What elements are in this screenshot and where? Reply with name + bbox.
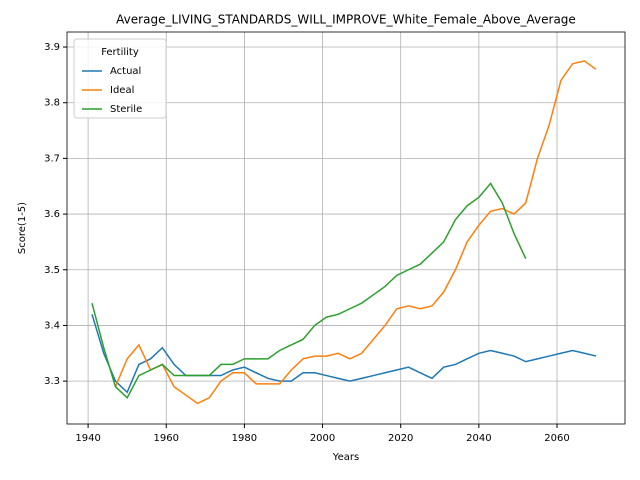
x-tick-label: 2020: [388, 433, 413, 444]
x-axis-label: Years: [332, 452, 359, 463]
x-tick-label: 2060: [544, 433, 569, 444]
y-tick-label: 3.3: [44, 376, 60, 387]
x-tick-label: 1980: [232, 433, 257, 444]
legend-box: [73, 38, 167, 119]
y-tick-label: 3.5: [44, 265, 60, 276]
y-tick-label: 3.9: [44, 42, 60, 53]
x-tick-label: 1960: [154, 433, 179, 444]
legend-label: Actual: [110, 66, 141, 77]
chart-title: Average_LIVING_STANDARDS_WILL_IMPROVE_Wh…: [116, 13, 576, 27]
y-axis-label: Score(1-5): [17, 202, 28, 254]
line-series: [91, 314, 597, 394]
plot-frame: [66, 31, 626, 425]
legend-label: Sterile: [110, 104, 142, 115]
x-tick-label: 2000: [310, 433, 335, 444]
line-series: [91, 182, 527, 400]
legend-title: Fertility: [101, 47, 139, 58]
legend-label: Ideal: [110, 85, 134, 96]
x-tick-label: 1940: [75, 433, 100, 444]
y-tick-label: 3.6: [44, 209, 60, 220]
y-tick-label: 3.4: [44, 320, 60, 331]
y-tick-label: 3.8: [44, 98, 60, 109]
y-tick-label: 3.7: [44, 153, 60, 164]
x-tick-label: 2040: [466, 433, 491, 444]
line-series: [114, 60, 597, 405]
